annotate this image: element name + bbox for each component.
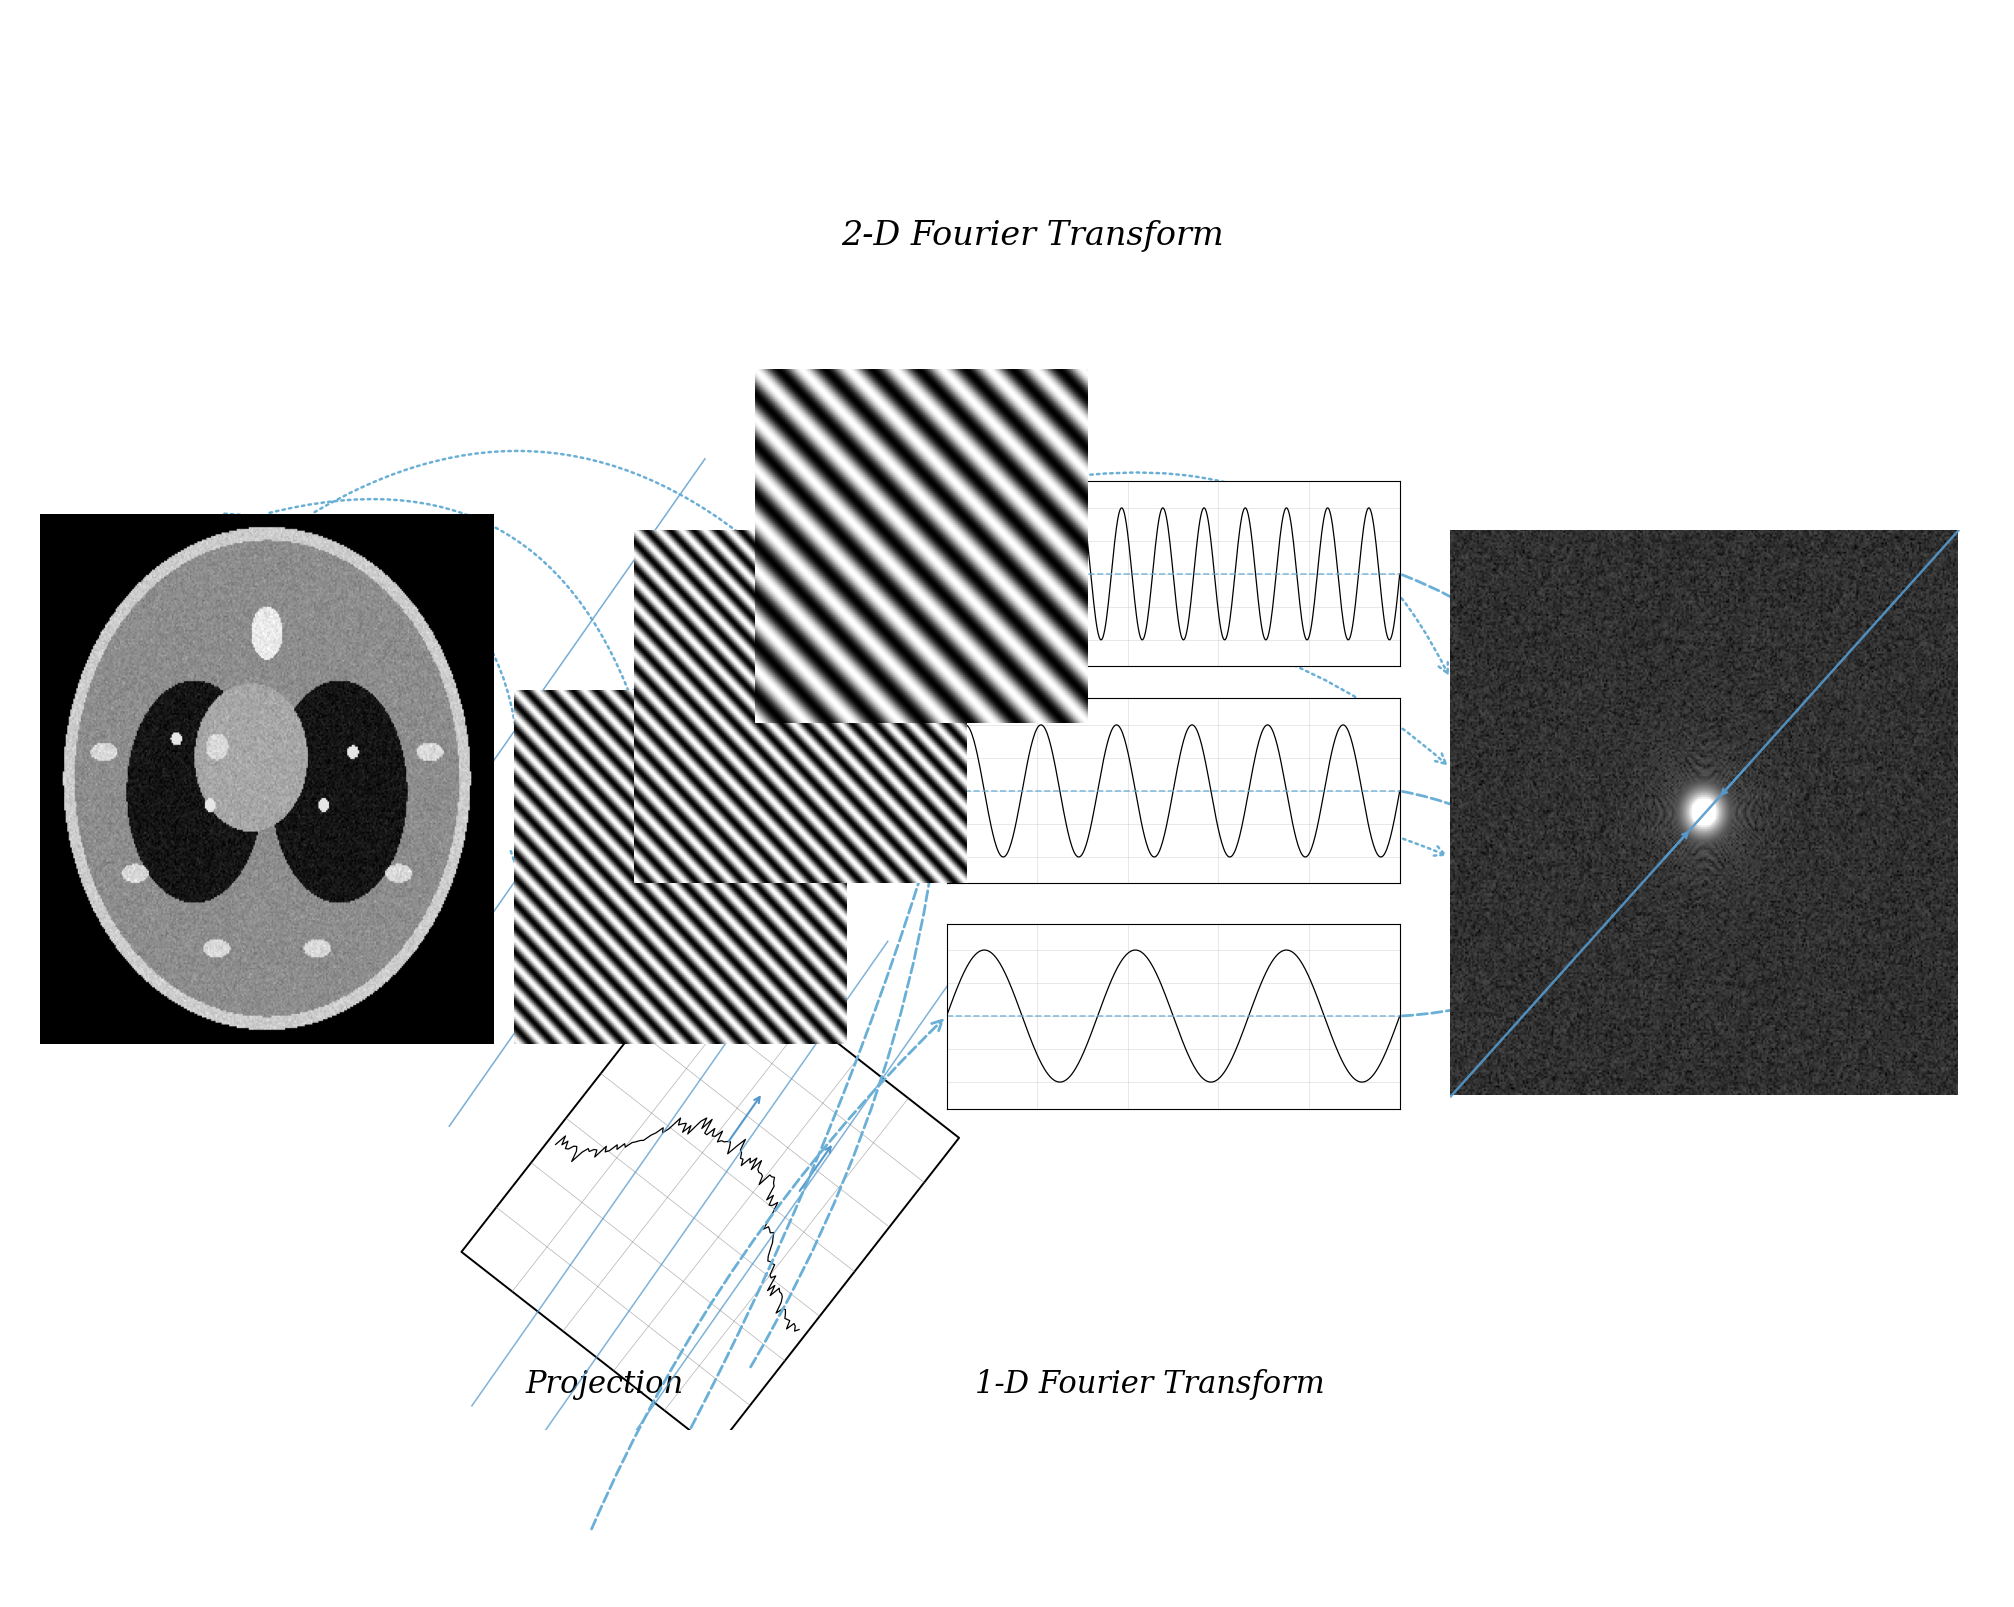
Text: Projection: Projection — [526, 1368, 685, 1400]
Text: 2-D Fourier Transform: 2-D Fourier Transform — [842, 220, 1222, 252]
Text: 1-D Fourier Transform: 1-D Fourier Transform — [975, 1368, 1325, 1400]
